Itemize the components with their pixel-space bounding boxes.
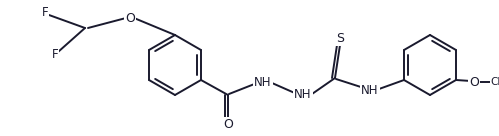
Text: NH: NH xyxy=(254,75,272,89)
Text: O: O xyxy=(469,75,479,89)
Text: F: F xyxy=(42,5,48,18)
Text: NH: NH xyxy=(361,84,379,97)
Text: S: S xyxy=(336,32,344,44)
Text: O: O xyxy=(223,118,233,131)
Text: O: O xyxy=(125,12,135,24)
Text: NH: NH xyxy=(294,89,312,101)
Text: F: F xyxy=(52,49,58,61)
Text: CH₃: CH₃ xyxy=(491,77,499,87)
